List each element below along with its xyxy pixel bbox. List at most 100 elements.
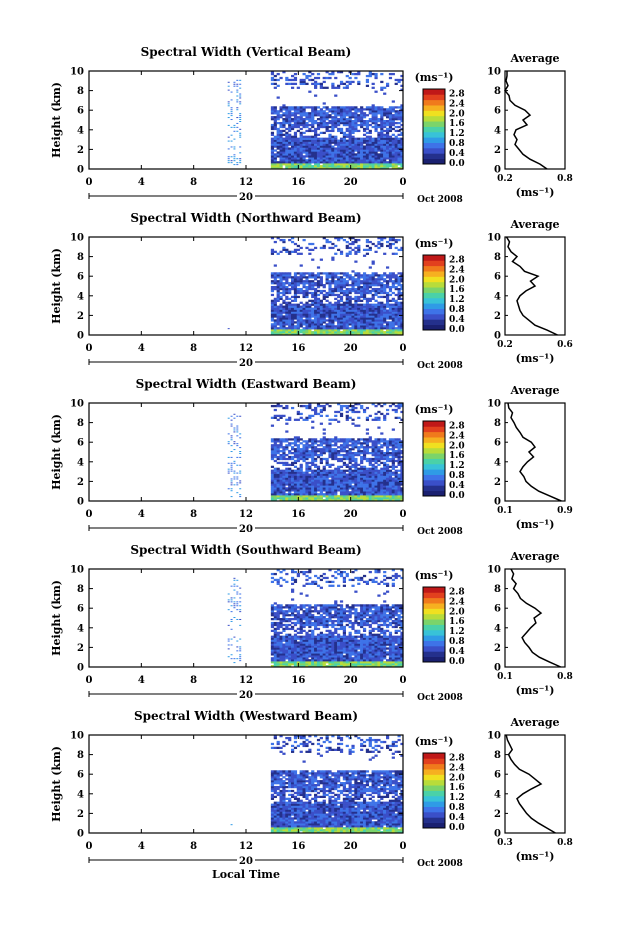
data-cell [236,585,239,587]
data-cell [357,485,361,488]
data-cell [230,140,233,142]
data-cell [276,487,280,490]
data-cell [291,120,295,123]
data-cell [305,118,309,121]
data-cell [308,477,312,480]
data-cell [383,137,387,140]
data-cell [374,287,378,291]
data-cell [362,442,367,445]
data-cell [380,303,384,306]
data-cell [296,473,300,476]
data-cell [331,463,335,467]
data-cell [270,305,275,308]
data-cell [400,444,404,447]
data-cell [305,246,309,250]
data-cell [299,307,303,310]
data-cell [357,483,361,486]
data-cell [391,489,395,492]
data-cell [314,483,318,486]
data-cell [299,153,303,156]
data-cell [270,499,275,502]
data-cell [270,444,275,447]
data-cell [285,610,289,613]
data-cell [322,161,326,164]
data-cell [351,114,355,117]
avg-y-tick-label: 8 [494,252,501,263]
data-cell [293,329,298,332]
data-cell [360,315,364,318]
data-cell [354,475,358,478]
data-cell [293,459,298,463]
data-cell [308,479,312,482]
data-cell [348,469,352,472]
data-cell [368,74,372,78]
data-cell [311,293,315,297]
data-cell [391,137,395,140]
data-cell [397,485,401,488]
data-cell [311,116,315,119]
data-cell [331,319,335,322]
data-cell [362,481,367,484]
data-cell [394,155,398,158]
data-cell [328,404,332,408]
data-cell [380,120,384,123]
data-cell [285,110,289,113]
data-cell [285,327,289,330]
data-cell [279,455,283,459]
data-cell [305,473,309,476]
data-cell [299,483,303,486]
colorbar-tick-label: 1.6 [449,285,465,295]
y-axis-title: Height (km) [50,82,63,158]
data-cell [296,440,300,443]
data-cell [383,489,387,492]
data-cell [270,309,275,312]
data-cell [362,457,367,461]
data-cell [342,293,346,297]
data-cell [365,284,370,287]
data-cell [362,278,367,281]
data-cell [383,403,387,406]
data-cell [293,450,298,453]
data-cell [354,159,358,162]
data-cell [377,165,381,168]
data-cell [282,305,286,308]
data-cell [314,299,318,302]
data-cell [270,610,275,613]
data-cell [400,317,404,320]
data-cell [314,412,318,416]
data-cell [282,123,286,127]
data-cell [319,321,323,324]
data-cell [365,135,370,138]
data-cell [305,82,309,86]
data-cell [319,118,323,121]
data-cell [299,291,303,295]
data-cell [285,461,289,465]
data-cell [291,582,295,585]
data-cell [311,301,315,304]
y-tick-label: 4 [77,125,84,136]
data-cell [391,133,395,136]
data-cell [314,410,318,414]
data-cell [270,416,275,419]
data-cell [319,284,323,287]
data-cell [239,494,242,496]
data-cell [345,317,349,320]
data-cell [276,286,280,289]
data-cell [357,286,361,289]
data-cell [337,403,341,406]
data-cell [282,118,286,121]
data-cell [273,280,277,283]
data-cell [368,479,372,482]
data-cell [291,137,295,140]
data-cell [380,333,384,336]
data-cell [337,309,341,312]
data-cell [296,467,300,470]
data-cell [360,333,364,336]
data-cell [334,108,338,111]
data-cell [230,468,233,470]
data-cell [385,457,390,461]
avg-x-axis-title: (ms⁻¹) [516,518,555,531]
data-cell [328,289,332,293]
data-cell [308,161,312,164]
data-cell [328,276,332,279]
